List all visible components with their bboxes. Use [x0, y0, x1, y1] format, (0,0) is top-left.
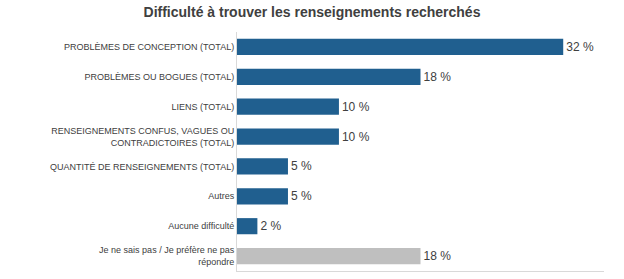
svg-text:Aucune difficulté: Aucune difficulté	[168, 221, 234, 231]
svg-text:10 %: 10 %	[342, 130, 370, 144]
svg-text:PROBLÈMES DE CONCEPTION (TOTAL: PROBLÈMES DE CONCEPTION (TOTAL)	[64, 42, 234, 52]
svg-text:18 %: 18 %	[424, 70, 452, 84]
svg-text:LIENS (TOTAL): LIENS (TOTAL)	[172, 102, 235, 112]
svg-text:10 %: 10 %	[342, 100, 370, 114]
svg-text:QUANTITÉ DE RENSEIGNEMENTS (TO: QUANTITÉ DE RENSEIGNEMENTS (TOTAL)	[50, 162, 234, 172]
svg-text:Autres: Autres	[208, 191, 235, 201]
svg-text:5 %: 5 %	[291, 189, 312, 203]
svg-text:Je ne sais pas / Je préfère ne: Je ne sais pas / Je préfère ne pasrépond…	[99, 245, 235, 267]
svg-text:18 %: 18 %	[424, 249, 452, 263]
svg-text:5 %: 5 %	[291, 159, 312, 173]
svg-text:PROBLÈMES OU BOGUES (TOTAL): PROBLÈMES OU BOGUES (TOTAL)	[84, 72, 234, 82]
svg-text:2 %: 2 %	[260, 219, 281, 233]
svg-text:RENSEIGNEMENTS CONFUS, VAGUES: RENSEIGNEMENTS CONFUS, VAGUES OUCONTRADI…	[51, 126, 234, 148]
svg-text:32 %: 32 %	[566, 40, 594, 54]
svg-text:Difficulté à trouver les rense: Difficulté à trouver les renseignements …	[144, 4, 481, 20]
